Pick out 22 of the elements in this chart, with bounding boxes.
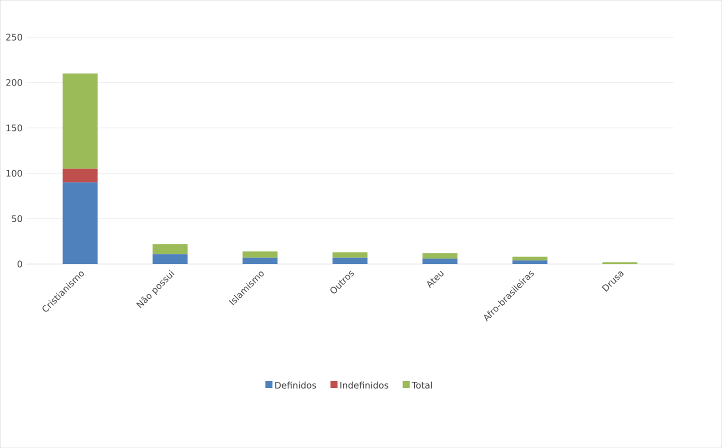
y-tick-label: 100 <box>6 170 22 177</box>
bar <box>512 256 548 260</box>
y-tick-label: 250 <box>6 34 22 40</box>
bar <box>62 182 98 264</box>
y-tick-label: 50 <box>12 215 22 222</box>
legend-label: Indefinidos <box>340 382 388 389</box>
bar <box>62 168 98 182</box>
bar <box>242 251 278 258</box>
y-tick-label: 200 <box>6 79 22 86</box>
bar <box>152 254 188 264</box>
bar <box>422 253 458 259</box>
legend-label: Definidos <box>275 382 316 389</box>
bar <box>512 260 548 264</box>
bar <box>332 258 368 264</box>
bar <box>62 73 98 169</box>
y-tick-label: 150 <box>6 124 22 132</box>
bar <box>242 258 278 264</box>
bar <box>152 244 188 254</box>
legend-label: Total <box>412 382 432 389</box>
y-tick-label: 0 <box>18 260 22 268</box>
bar <box>332 252 368 258</box>
bar <box>422 258 458 264</box>
